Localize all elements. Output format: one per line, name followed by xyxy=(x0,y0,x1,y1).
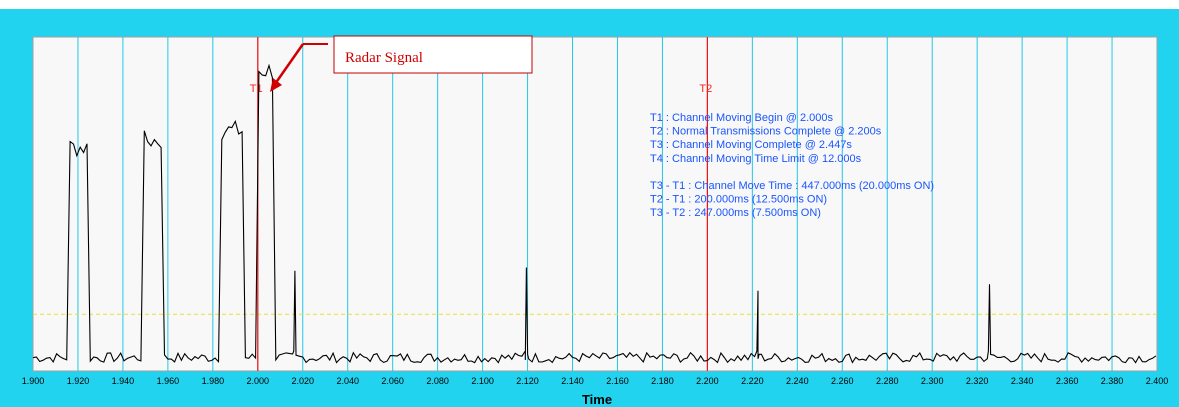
signal-series-line xyxy=(32,63,1157,364)
x-tick-label: 2.380 xyxy=(1101,376,1124,386)
x-tick-label: 2.320 xyxy=(966,376,989,386)
x-tick-label: 2.220 xyxy=(741,376,764,386)
annotation-box xyxy=(333,35,533,74)
x-tick-label: 2.360 xyxy=(1056,376,1079,386)
radar-signal-annotation: Radar Signal xyxy=(270,35,533,92)
x-tick-label: 2.080 xyxy=(426,376,449,386)
timing-info-panel: T1 : Channel Moving Begin @ 2.000s T2 : N… xyxy=(650,112,934,219)
x-tick-label: 1.940 xyxy=(112,376,135,386)
x-tick-label: 2.160 xyxy=(606,376,629,386)
x-tick-label: 2.300 xyxy=(921,376,944,386)
x-tick-label: 2.020 xyxy=(291,376,314,386)
annotation-text: Radar Signal xyxy=(345,50,423,66)
info-line: T3 - T1 : Channel Move Time : 447.000ms … xyxy=(650,180,934,192)
marker-label-t1: T1 xyxy=(250,83,263,95)
marker-label-t2: T2 xyxy=(699,83,712,95)
info-line: T1 : Channel Moving Begin @ 2.000s xyxy=(650,112,833,124)
info-line: T2 - T1 : 200.000ms (12.500ms ON) xyxy=(650,194,827,206)
x-axis-label: Time xyxy=(582,392,612,407)
x-tick-label: 1.900 xyxy=(22,376,45,386)
top-strip xyxy=(0,0,1179,9)
x-tick-label: 2.400 xyxy=(1146,376,1169,386)
x-tick-label: 2.140 xyxy=(561,376,584,386)
annotation-arrow-shaft xyxy=(273,43,305,85)
info-line: T4 : Channel Moving Time Limit @ 12.000s xyxy=(650,153,862,165)
x-tick-label: 2.060 xyxy=(381,376,404,386)
x-tick-label: 2.120 xyxy=(516,376,539,386)
info-line: T3 - T2 : 247.000ms (7.500ms ON) xyxy=(650,207,821,219)
annotation-arrowhead xyxy=(270,78,282,92)
x-tick-label: 2.260 xyxy=(831,376,854,386)
x-tick-label: 1.920 xyxy=(67,376,90,386)
x-tick-label: 2.180 xyxy=(651,376,674,386)
info-line: T2 : Normal Transmissions Complete @ 2.2… xyxy=(650,126,882,138)
info-line: T3 : Channel Moving Complete @ 2.447s xyxy=(650,139,852,151)
x-tick-label: 2.000 xyxy=(247,376,270,386)
x-tick-label: 1.980 xyxy=(202,376,225,386)
x-tick-label: 2.100 xyxy=(471,376,494,386)
x-tick-label: 2.040 xyxy=(336,376,359,386)
x-tick-label: 1.960 xyxy=(157,376,180,386)
x-tick-label: 2.340 xyxy=(1011,376,1034,386)
x-tick-label: 2.280 xyxy=(876,376,899,386)
x-tick-label: 2.200 xyxy=(696,376,719,386)
x-tick-labels: 1.900 1.920 1.940 1.960 1.980 2.000 2.020 2.040… xyxy=(22,376,1169,386)
x-tick-label: 2.240 xyxy=(786,376,809,386)
